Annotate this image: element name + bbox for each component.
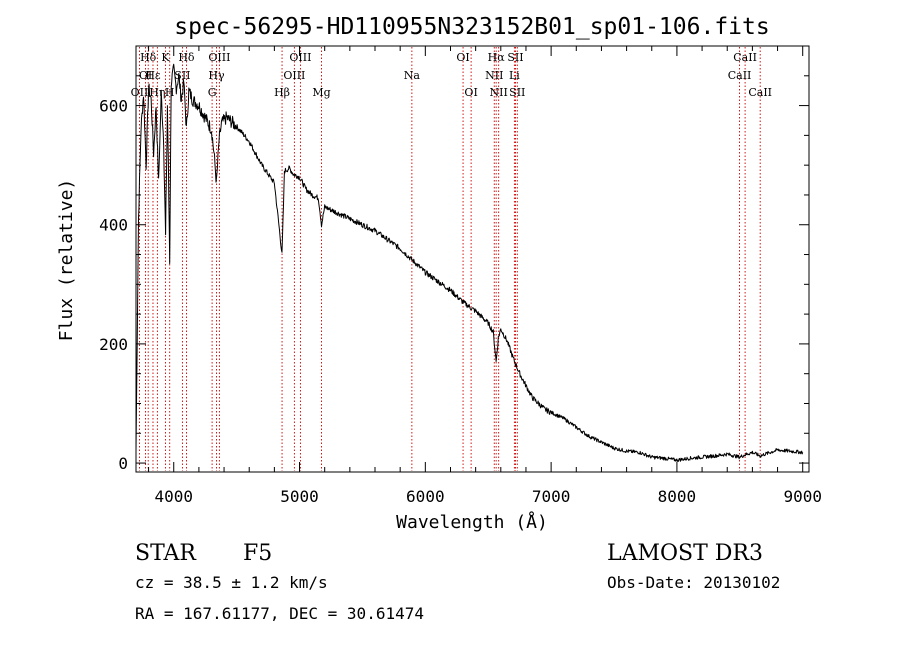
line-label-23: Li: [509, 69, 520, 82]
x-tick-label-0: 4000: [154, 487, 193, 506]
line-label-17: OI: [456, 51, 469, 64]
line-label-13: OIII: [289, 51, 311, 64]
object-subclass: F5: [243, 541, 272, 566]
x-tick-label-5: 9000: [783, 487, 822, 506]
line-label-12: Hβ: [274, 86, 290, 99]
line-label-27: CaII: [748, 86, 772, 99]
line-label-1: OI: [139, 69, 152, 82]
y-axis: 0 200 400 600: [99, 75, 809, 473]
y-tick-label-2: 400: [99, 216, 128, 235]
line-label-8: Hδ: [178, 51, 195, 64]
line-label-11: G: [208, 86, 217, 99]
line-label-19: Hα: [488, 51, 506, 64]
line-label-9: OIII: [208, 51, 230, 64]
line-label-21: NII: [490, 86, 508, 99]
line-label-3: Hε: [145, 69, 161, 82]
y-tick-label-1: 200: [99, 335, 128, 354]
line-labels: Hδ OI OII Hε Hη K SII H Hδ OIII Hγ G Hβ OIII OIII Mg Na O…: [131, 51, 772, 99]
line-label-5: K: [161, 51, 170, 64]
line-label-16: Na: [404, 69, 421, 82]
line-label-15: Mg: [312, 86, 330, 99]
line-label-6: SII: [174, 69, 190, 82]
x-axis: 4000 5000 6000 7000 8000 9000: [148, 46, 822, 506]
x-axis-label: Wavelength (Å): [396, 511, 548, 533]
x-tick-label-1: 5000: [280, 487, 319, 506]
object-class: STAR: [135, 541, 197, 566]
x-tick-label-2: 6000: [406, 487, 445, 506]
line-label-20: NII: [485, 69, 503, 82]
x-tick-label-3: 7000: [532, 487, 571, 506]
line-label-24: SII: [509, 86, 525, 99]
survey-name: LAMOST DR3: [607, 541, 763, 566]
redshift-cz: cz = 38.5 ± 1.2 km/s: [135, 573, 328, 592]
line-label-25: CaII: [733, 51, 757, 64]
line-label-10: Hγ: [208, 69, 225, 82]
line-label-4: Hη: [149, 86, 165, 99]
y-tick-label-0: 0: [118, 454, 128, 473]
chart-title: spec-56295-HD110955N323152B01_sp01-106.f…: [174, 14, 769, 40]
observation-date: Obs-Date: 20130102: [607, 573, 780, 592]
line-label-14: OIII: [283, 69, 305, 82]
line-label-18: OI: [464, 86, 477, 99]
line-label-2: OII: [131, 86, 149, 99]
y-axis-label: Flux (relative): [56, 179, 77, 342]
line-label-26: CaII: [728, 69, 752, 82]
line-label-0: Hδ: [140, 51, 157, 64]
line-markers: [139, 47, 761, 471]
x-tick-label-4: 8000: [658, 487, 697, 506]
line-label-22: SII: [507, 51, 523, 64]
y-tick-label-3: 600: [99, 97, 128, 116]
spectrum-line: [135, 63, 804, 462]
line-label-7: H: [165, 86, 175, 99]
coordinates: RA = 167.61177, DEC = 30.61474: [135, 604, 424, 623]
plot-frame: [135, 45, 810, 473]
